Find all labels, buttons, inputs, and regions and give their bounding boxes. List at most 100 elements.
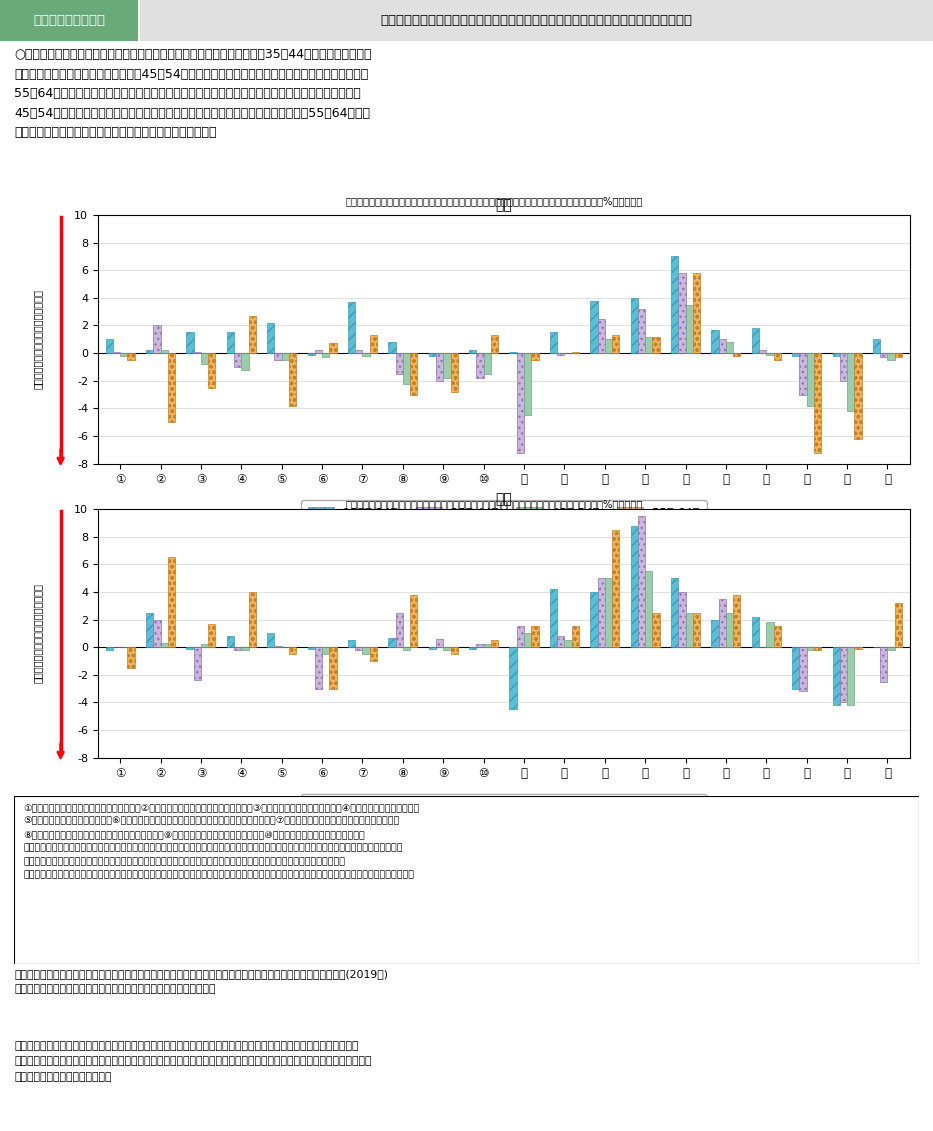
Legend: 15歳～ 34歳, 35～ 44歳, 45～ 54歳, 55～ 64歳: 15歳～ 34歳, 35～ 44歳, 45～ 54歳, 55～ 64歳 (300, 500, 707, 527)
Bar (880, 647, 887, 682)
Bar (201, 353, 208, 364)
Bar (591, 301, 597, 353)
Text: 第２－（２）－３図: 第２－（２）－３図 (33, 14, 105, 27)
Bar (652, 337, 660, 353)
Text: （「働きやすいと感じている者における割合」－「働きにくいと感じている者における割合」、%ポイント）: （「働きやすいと感じている者における割合」－「働きにくいと感じている者における割… (346, 196, 643, 206)
Bar (895, 603, 902, 647)
Bar (363, 353, 369, 356)
Bar (267, 633, 274, 647)
Bar (396, 613, 403, 647)
Bar (469, 351, 477, 353)
Bar (605, 578, 612, 647)
Bar (242, 353, 248, 370)
Bar (766, 622, 773, 647)
Bar (0, 0, 138, 41)
Text: 資料出所　（独）労働政策研究・研修機構「人手不足等をめぐる現状と働き方等に関する調査（正社員調査票）」(2019年)
　　　　　の個票を厚生労働省政策統括官付政: 資料出所 （独）労働政策研究・研修機構「人手不足等をめぐる現状と働き方等に関する… (14, 968, 388, 994)
Bar (631, 297, 638, 353)
Bar (451, 647, 458, 654)
Bar (194, 352, 201, 353)
Bar (168, 558, 175, 647)
Bar (105, 647, 113, 650)
Bar (686, 304, 693, 353)
Bar (201, 645, 208, 647)
Bar (128, 353, 134, 360)
Text: 働きにくいと感じている者がより重視: 働きにくいと感じている者がより重視 (33, 584, 42, 683)
Bar (591, 592, 597, 647)
Bar (718, 339, 726, 353)
Bar (491, 335, 498, 353)
Bar (355, 351, 363, 353)
Bar (329, 647, 337, 689)
Bar (524, 353, 531, 415)
Bar (411, 353, 417, 395)
Bar (711, 329, 718, 353)
Bar (597, 578, 605, 647)
Bar (369, 335, 377, 353)
Bar (248, 316, 256, 353)
Bar (671, 578, 678, 647)
Text: （注）　集計において、調査時点の認識として「働きやすさに対して満足感を感じている」かという問に対して、「い
　　　つも感じる」「よく感じる」と回答した者を「働き: （注） 集計において、調査時点の認識として「働きやすさに対して満足感を感じている… (14, 1041, 371, 1082)
Bar (160, 644, 168, 647)
Bar (887, 647, 895, 650)
Text: 働きやすさに対する満足感と働きやすさの向上のために重要だと考える雇用管理の関係: 働きやすさに対する満足感と働きやすさの向上のために重要だと考える雇用管理の関係 (381, 14, 692, 27)
Bar (477, 353, 483, 378)
Bar (773, 627, 781, 647)
Bar (572, 627, 579, 647)
Bar (517, 353, 524, 452)
Bar (631, 526, 638, 647)
Bar (428, 353, 436, 356)
Bar (686, 613, 693, 647)
Bar (557, 636, 564, 647)
Bar (234, 647, 242, 650)
Bar (403, 647, 411, 650)
Bar (227, 333, 234, 353)
Bar (153, 326, 160, 353)
Bar (855, 353, 861, 439)
Bar (840, 353, 847, 381)
Bar (645, 337, 652, 353)
Bar (840, 647, 847, 702)
Bar (443, 647, 451, 650)
Title: 男性: 男性 (495, 198, 512, 213)
Bar (105, 339, 113, 353)
Bar (187, 333, 194, 353)
Bar (572, 352, 579, 353)
Bar (873, 339, 880, 353)
Bar (355, 647, 363, 650)
Bar (880, 353, 887, 357)
Bar (524, 633, 531, 647)
Bar (436, 353, 443, 381)
Bar (308, 353, 314, 354)
Bar (638, 309, 645, 353)
Bar (289, 647, 297, 654)
Bar (711, 620, 718, 647)
Bar (274, 353, 282, 360)
Bar (645, 571, 652, 647)
Bar (509, 352, 517, 353)
Bar (113, 352, 120, 353)
Bar (605, 339, 612, 353)
Bar (726, 613, 733, 647)
Bar (671, 257, 678, 353)
Bar (612, 529, 620, 647)
Bar (509, 647, 517, 709)
Bar (597, 319, 605, 353)
Text: ○　働きやすいと感じている者は、働きにくいと感じている者と比べて、35～44歳の男性は「人事評
価に関する公正性・納得性の向上」、45～54歳の男性は「長時間労: ○ 働きやすいと感じている者は、働きにくいと感じている者と比べて、35～44歳の… (14, 49, 371, 139)
Bar (638, 516, 645, 647)
Bar (847, 353, 855, 412)
Text: （「働きやすいと感じている者における割合」－「働きにくいと感じている者における割合」、%ポイント）: （「働きやすいと感じている者における割合」－「働きにくいと感じている者における割… (346, 499, 643, 509)
Bar (242, 647, 248, 650)
Bar (348, 302, 355, 353)
Bar (369, 647, 377, 661)
Bar (733, 595, 741, 647)
Bar (314, 351, 322, 353)
Bar (800, 647, 807, 691)
Bar (314, 647, 322, 689)
Bar (411, 595, 417, 647)
Bar (652, 613, 660, 647)
Bar (693, 613, 700, 647)
Bar (289, 353, 297, 406)
Bar (153, 620, 160, 647)
Bar (128, 647, 134, 668)
Bar (267, 322, 274, 353)
